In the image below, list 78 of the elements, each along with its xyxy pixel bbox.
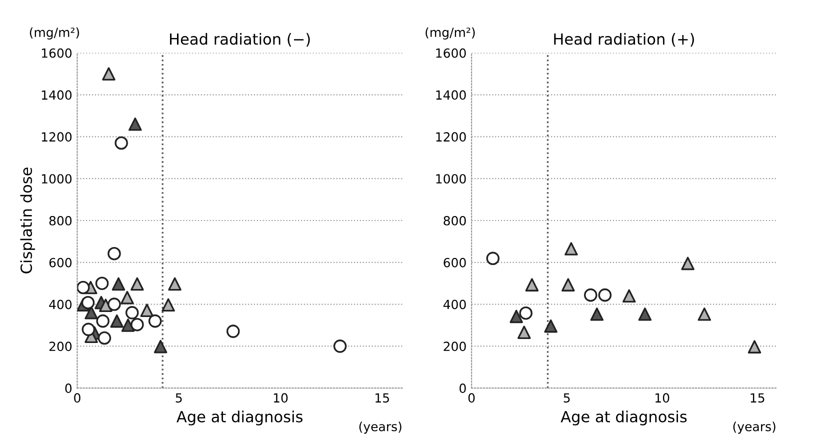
text: (mg/m²) bbox=[30, 27, 80, 40]
point bbox=[108, 298, 121, 311]
text: (years) bbox=[733, 422, 776, 434]
point bbox=[121, 318, 135, 332]
point bbox=[77, 280, 90, 294]
point bbox=[110, 314, 124, 328]
point bbox=[130, 318, 144, 332]
point bbox=[140, 304, 154, 318]
point bbox=[114, 136, 128, 150]
y-tick-label: 0 bbox=[460, 384, 466, 394]
y-tick-label: 400 bbox=[49, 300, 72, 310]
y-tick-label: 600 bbox=[49, 258, 72, 268]
chart-title: Head radiation (+) bbox=[554, 32, 694, 47]
y-tick-label: 1200 bbox=[42, 132, 72, 142]
point bbox=[125, 306, 139, 320]
point bbox=[98, 331, 112, 345]
point bbox=[226, 324, 240, 338]
y-tick-label: 1000 bbox=[436, 174, 466, 184]
point bbox=[638, 307, 652, 321]
point bbox=[698, 307, 712, 321]
x-tick-label: 10 bbox=[656, 393, 670, 403]
point bbox=[108, 246, 121, 260]
point bbox=[622, 289, 636, 303]
y-tick-label: 1200 bbox=[436, 132, 466, 142]
x-tick-label: 5 bbox=[564, 393, 570, 403]
chart-title: Head radiation (−) bbox=[170, 32, 310, 47]
point bbox=[130, 277, 144, 291]
point bbox=[562, 278, 575, 292]
point bbox=[95, 276, 109, 290]
point bbox=[525, 278, 539, 292]
point bbox=[517, 326, 531, 340]
point bbox=[486, 252, 500, 266]
x-tick-label: 15 bbox=[750, 393, 764, 403]
point bbox=[519, 306, 532, 320]
point bbox=[168, 277, 182, 291]
point bbox=[84, 306, 98, 320]
y-tick-label: 800 bbox=[49, 216, 72, 226]
y-axis-title: Cisplatin dose bbox=[20, 168, 36, 274]
point bbox=[81, 296, 95, 310]
y-tick-label: 1400 bbox=[42, 90, 72, 100]
y-tick-label: 200 bbox=[49, 342, 72, 352]
y-tick-label: 600 bbox=[444, 258, 466, 268]
point bbox=[128, 117, 142, 131]
x-tick-label: 15 bbox=[376, 393, 389, 403]
point bbox=[96, 314, 110, 328]
x-axis-title: Age at diagnosis bbox=[176, 410, 302, 426]
y-tick-label: 400 bbox=[443, 300, 466, 310]
point bbox=[112, 277, 126, 291]
point bbox=[748, 340, 762, 354]
point bbox=[333, 340, 347, 353]
text: (mg/m²) bbox=[426, 27, 475, 40]
point bbox=[510, 310, 523, 324]
point bbox=[120, 290, 134, 304]
point bbox=[82, 322, 96, 336]
point bbox=[99, 298, 112, 312]
x-axis-title: Age at diagnosis bbox=[560, 410, 687, 426]
point bbox=[598, 288, 612, 302]
y-tick-label: 800 bbox=[444, 216, 466, 226]
x-tick-label: 0 bbox=[74, 393, 80, 403]
y-tick-label: 200 bbox=[444, 342, 466, 352]
x-tick-label: 10 bbox=[274, 393, 288, 403]
y-tick-label: 0 bbox=[65, 384, 72, 394]
point bbox=[590, 307, 604, 321]
y-tick-label: 1600 bbox=[42, 48, 72, 58]
point bbox=[681, 256, 694, 270]
point bbox=[584, 288, 598, 302]
point bbox=[162, 298, 175, 312]
x-tick-label: 0 bbox=[468, 393, 475, 403]
text: (years) bbox=[359, 422, 402, 434]
y-tick-label: 1000 bbox=[42, 174, 72, 184]
point bbox=[154, 340, 168, 354]
y-tick-label: 1600 bbox=[436, 48, 466, 58]
y-tick-label: 1400 bbox=[436, 90, 466, 100]
x-tick-label: 5 bbox=[176, 393, 182, 403]
point bbox=[148, 314, 162, 328]
point bbox=[102, 67, 116, 81]
point bbox=[544, 319, 558, 333]
point bbox=[564, 242, 578, 256]
